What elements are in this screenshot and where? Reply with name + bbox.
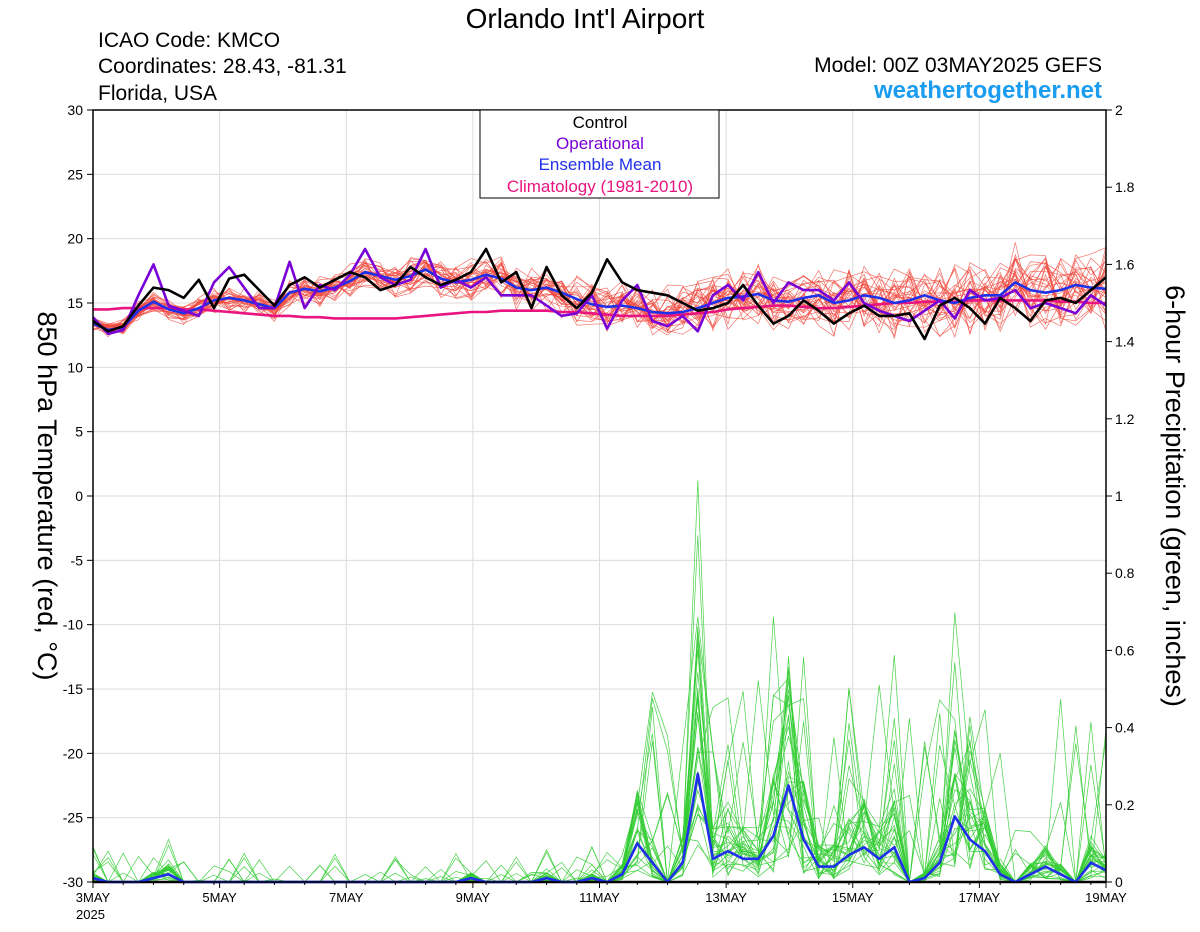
right-tick-label: 0.4 [1115,720,1135,736]
legend-ensemble-mean: Ensemble Mean [539,155,662,174]
right-tick-label: 0.6 [1115,642,1135,658]
left-axis-title: 850 hPa Temperature (red, °C) [32,312,62,681]
legend-box [479,109,720,199]
left-tick-label: -30 [63,874,83,890]
x-tick-label: 9MAY [456,890,491,905]
x-tick-label: 13MAY [705,890,747,905]
control-line [92,247,1107,341]
x-year-label: 2025 [76,907,105,922]
operational-line [92,247,1107,336]
left-tick-label: 30 [67,102,83,118]
left-tick-label: 15 [67,295,83,311]
right-tick-label: 0 [1115,874,1123,890]
legend: Control Operational Ensemble Mean Climat… [479,109,720,199]
right-tick-label: 0.8 [1115,565,1135,581]
x-tick-label: 7MAY [329,890,364,905]
left-tick-label: 10 [67,359,83,375]
site-link[interactable]: weathertogether.net [873,77,1102,104]
ensemble-mean-line [92,268,1107,332]
left-tick-label: -5 [71,552,84,568]
right-tick-label: 1.8 [1115,179,1135,195]
right-axis-title: 6-hour Precipitation (green, inches) [1160,285,1190,707]
legend-climatology: Climatology (1981-2010) [507,177,693,196]
temp-member-line [92,262,1107,330]
right-tick-label: 0.2 [1115,797,1135,813]
coordinates: Coordinates: 28.43, -81.31 [98,55,347,78]
left-tick-label: -25 [63,810,83,826]
temp-member-line [92,258,1107,330]
x-tick-label: 17MAY [959,890,1001,905]
left-axis: -30 -25 -20 -15 -10 -5 0 5 10 15 20 25 30 [63,102,93,890]
chart-title: Orlando Int'l Airport [466,3,705,34]
left-tick-label: -20 [63,745,83,761]
left-tick-label: 25 [67,166,83,182]
left-tick-label: 20 [67,231,83,247]
temp-member-line [92,242,1107,337]
right-axis: 0 0.2 0.4 0.6 0.8 1 1.2 1.4 1.6 1.8 2 [1106,102,1135,890]
left-tick-label: 5 [75,424,83,440]
model-run: Model: 00Z 03MAY2025 GEFS [814,54,1102,77]
left-tick-label: 0 [75,488,83,504]
right-tick-label: 1.2 [1115,411,1135,427]
x-tick-label: 19MAY [1085,890,1127,905]
x-tick-label: 3MAY [76,890,111,905]
right-tick-label: 2 [1115,102,1123,118]
x-tick-label: 15MAY [832,890,874,905]
left-tick-label: -15 [63,681,83,697]
x-tick-label: 5MAY [202,890,237,905]
legend-operational: Operational [556,134,644,153]
legend-control: Control [573,113,628,132]
left-tick-label: -10 [63,617,83,633]
x-tick-label: 11MAY [579,890,620,905]
right-tick-label: 1 [1115,488,1123,504]
right-tick-label: 1.4 [1115,334,1135,350]
region: Florida, USA [98,82,217,105]
x-axis: 3MAY 5MAY 7MAY 9MAY 11MAY 13MAY 15MAY 17MAY 19MA… [76,882,1127,905]
right-tick-label: 1.6 [1115,256,1135,272]
icao-code: ICAO Code: KMCO [98,29,280,52]
